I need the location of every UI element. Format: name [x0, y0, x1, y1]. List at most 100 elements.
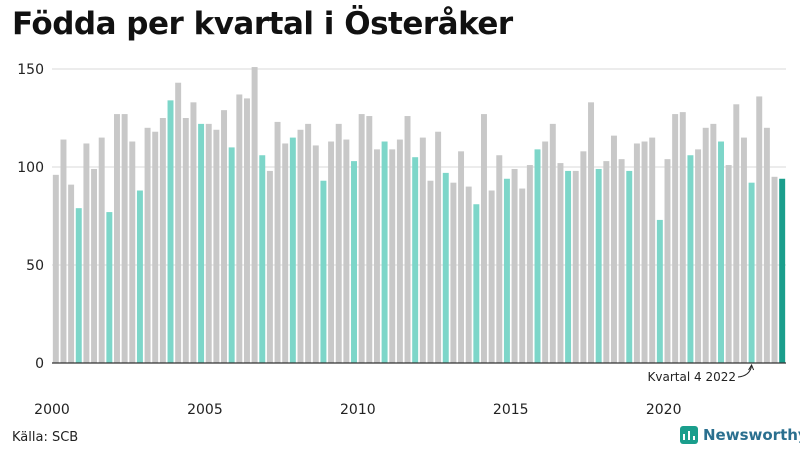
bar — [626, 170, 633, 363]
bar — [465, 186, 472, 363]
x-tick-label: 2000 — [34, 402, 70, 418]
bar — [175, 82, 182, 363]
bar — [328, 141, 335, 363]
bar — [718, 141, 724, 363]
bar — [565, 170, 572, 363]
bar — [656, 219, 663, 363]
brand-logo: Newsworthy — [680, 426, 800, 444]
bar — [221, 110, 228, 363]
x-tick-label: 2005 — [187, 402, 223, 418]
bar — [83, 143, 90, 363]
bar — [679, 112, 686, 364]
bar-chart-logo-icon — [680, 426, 698, 444]
bar — [435, 131, 442, 363]
bar — [496, 155, 503, 363]
annotation-arrowhead — [748, 363, 755, 371]
bar — [633, 143, 640, 363]
bar — [121, 114, 128, 363]
bar — [641, 141, 648, 363]
bar — [664, 159, 671, 363]
x-tick-label: 2015 — [493, 402, 529, 418]
bar — [748, 182, 755, 363]
bar — [672, 114, 679, 363]
bar — [649, 137, 656, 363]
bar — [511, 168, 518, 363]
bar — [351, 161, 357, 363]
page-title: Födda per kvartal i Österåker — [12, 6, 513, 42]
y-tick-label: 100 — [17, 160, 44, 176]
bar — [771, 176, 778, 363]
bar — [381, 141, 388, 363]
bar — [419, 137, 426, 363]
bar — [580, 151, 587, 363]
bar — [167, 100, 174, 364]
bar — [373, 149, 380, 363]
bar — [588, 102, 595, 363]
bar — [733, 104, 740, 363]
bar — [98, 137, 105, 363]
bar — [114, 114, 120, 363]
bar — [756, 96, 763, 363]
annotation-arrow — [737, 365, 753, 378]
bar — [91, 168, 98, 363]
bar — [251, 67, 258, 363]
bar — [182, 118, 189, 363]
bar — [320, 180, 327, 363]
bar — [572, 170, 579, 363]
bar — [243, 98, 250, 364]
bar — [190, 102, 197, 363]
bar — [75, 208, 82, 363]
bar — [534, 149, 541, 363]
x-tick-label: 2010 — [340, 402, 376, 418]
bar — [519, 188, 526, 363]
bar — [763, 127, 770, 363]
bar — [412, 157, 419, 363]
bar — [473, 204, 480, 363]
y-tick-label: 150 — [17, 62, 44, 78]
bar — [503, 178, 510, 363]
bar — [236, 94, 243, 363]
bar — [687, 155, 694, 363]
bar — [725, 165, 732, 363]
bar — [557, 163, 564, 363]
bar — [458, 151, 465, 363]
bar — [427, 180, 434, 363]
bar — [106, 212, 113, 363]
bar — [702, 127, 709, 363]
y-tick-label: 0 — [35, 356, 44, 372]
bar — [404, 116, 411, 363]
bar — [695, 149, 702, 363]
bar — [779, 178, 786, 363]
bar — [136, 190, 143, 363]
bar — [289, 137, 296, 363]
bar — [488, 190, 495, 363]
bar — [213, 129, 220, 363]
bar — [610, 135, 617, 363]
bar — [228, 147, 235, 363]
bar — [442, 172, 449, 363]
bar — [52, 174, 59, 363]
bar — [312, 145, 319, 363]
bar — [526, 165, 533, 363]
bar — [266, 170, 273, 363]
bar — [343, 139, 350, 363]
bar — [389, 149, 396, 363]
bar — [305, 123, 312, 363]
bar — [595, 168, 602, 363]
bar — [159, 118, 166, 363]
bar — [205, 123, 212, 363]
bar — [603, 161, 610, 363]
bar — [542, 141, 549, 363]
bar — [198, 123, 205, 363]
y-tick-label: 50 — [26, 258, 44, 274]
bar — [152, 131, 159, 363]
bar — [144, 127, 151, 363]
bar — [366, 116, 373, 363]
bar — [297, 129, 304, 363]
bar — [259, 155, 266, 363]
bar — [358, 114, 365, 363]
bar — [68, 184, 75, 363]
bar — [274, 121, 281, 363]
bar — [335, 123, 342, 363]
